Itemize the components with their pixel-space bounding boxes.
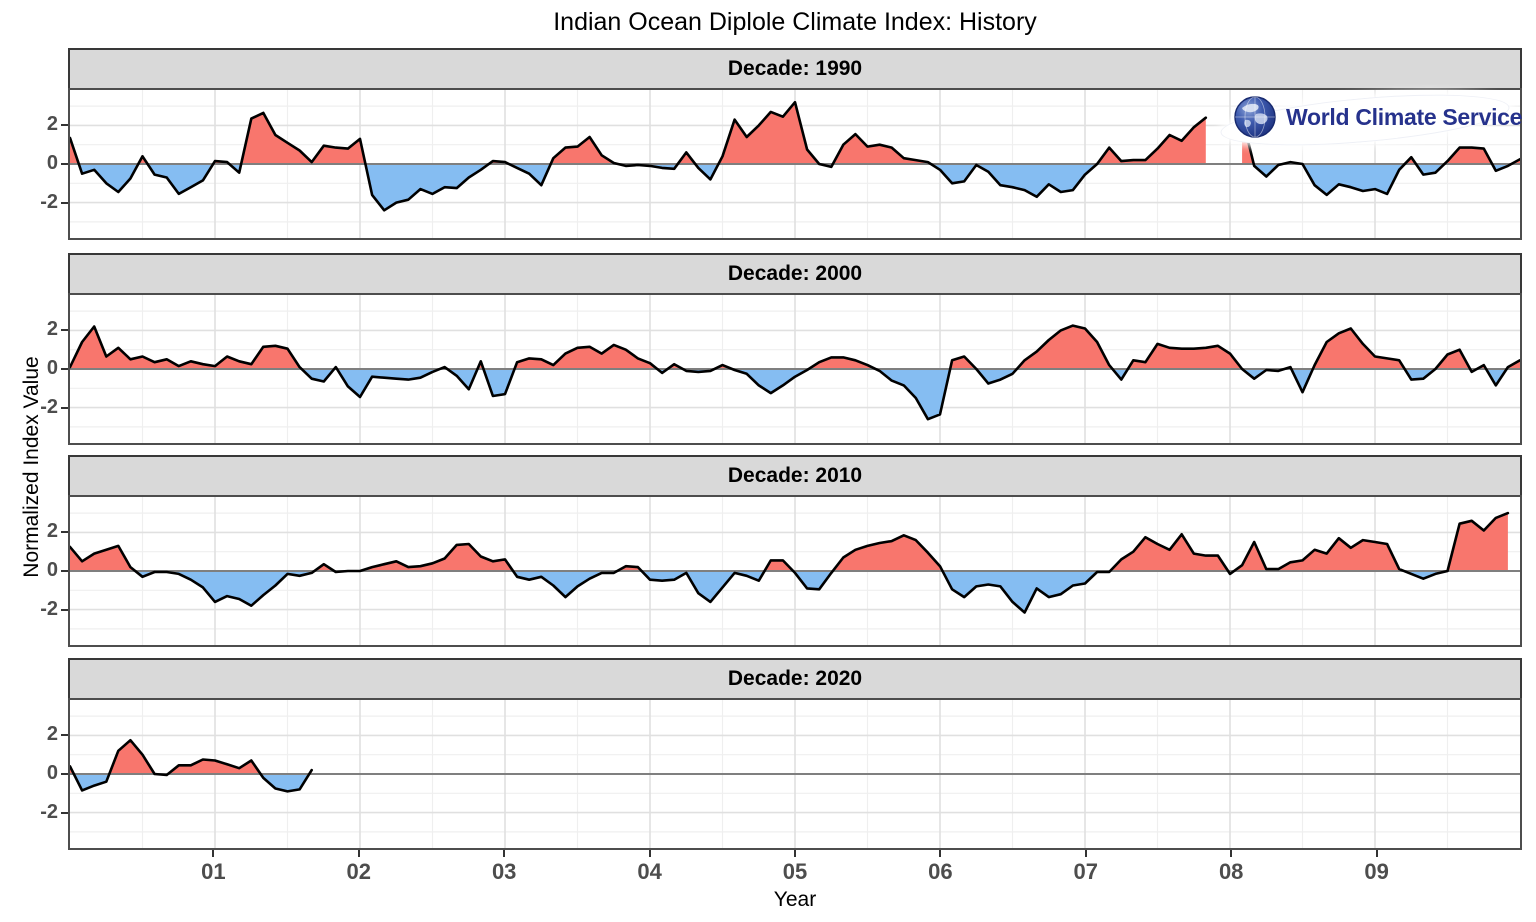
y-tick-label: 2 [46,113,58,136]
y-tick-mark [61,734,68,737]
logo-text: World Climate Service [1286,103,1523,130]
facet-panel-2020 [68,698,1522,850]
chart-title: Indian Ocean Diplole Climate Index: Hist… [553,8,1037,36]
x-tick-mark [1084,850,1087,857]
y-tick-label: 2 [46,520,58,543]
x-tick-label: 04 [637,859,662,884]
x-tick-mark [1230,850,1233,857]
x-tick-label: 09 [1364,859,1389,884]
y-tick-label: -2 [40,190,58,213]
y-tick-label: 0 [46,357,58,379]
y-tick-mark [61,773,68,775]
facet-plot-2020 [70,700,1520,848]
x-tick-label: 05 [782,859,808,884]
facet-strip-1990: Decade: 1990 [68,48,1522,88]
facet-strip-2000: Decade: 2000 [68,253,1522,293]
y-tick-label: 2 [46,318,58,341]
y-tick-mark [61,608,68,611]
x-tick-mark [648,850,651,857]
x-tick-label: 07 [1073,859,1099,884]
y-tick-mark [61,201,68,204]
x-tick-mark [357,850,360,857]
facet-strip-2010: Decade: 2010 [68,455,1522,495]
facet-plot-2000 [70,295,1520,443]
x-axis-title: Year [773,888,817,911]
x-tick-mark [503,850,506,857]
y-tick-label: -2 [40,800,58,823]
y-tick-mark [61,531,68,534]
y-tick-mark [61,368,68,370]
x-tick-label: 03 [491,859,517,884]
y-tick-mark [61,811,68,814]
y-tick-label: 0 [46,559,58,581]
x-tick-label: 08 [1218,859,1244,884]
x-tick-mark [1375,850,1378,857]
y-tick-mark [61,406,68,409]
logo-world-climate-service: World Climate Service [1218,85,1522,155]
x-tick-mark [939,850,942,857]
x-tick-mark [212,850,215,857]
y-tick-mark [61,329,68,332]
facet-strip-2020: Decade: 2020 [68,658,1522,698]
y-tick-label: 0 [46,152,58,174]
x-tick-label: 06 [928,859,953,884]
y-tick-mark [61,124,68,127]
y-tick-label: 0 [46,762,58,784]
y-tick-mark [61,570,68,572]
y-tick-label: -2 [40,597,58,620]
y-tick-label: -2 [40,395,58,418]
globe-icon [1234,96,1276,138]
x-tick-mark [794,850,796,857]
y-tick-label: 2 [46,723,58,746]
x-tick-label: 01 [201,859,226,884]
facet-plot-2010 [70,497,1520,645]
facet-panel-2000 [68,293,1522,445]
x-tick-label: 02 [346,859,372,884]
y-tick-mark [61,163,68,165]
facet-panel-2010 [68,495,1522,647]
